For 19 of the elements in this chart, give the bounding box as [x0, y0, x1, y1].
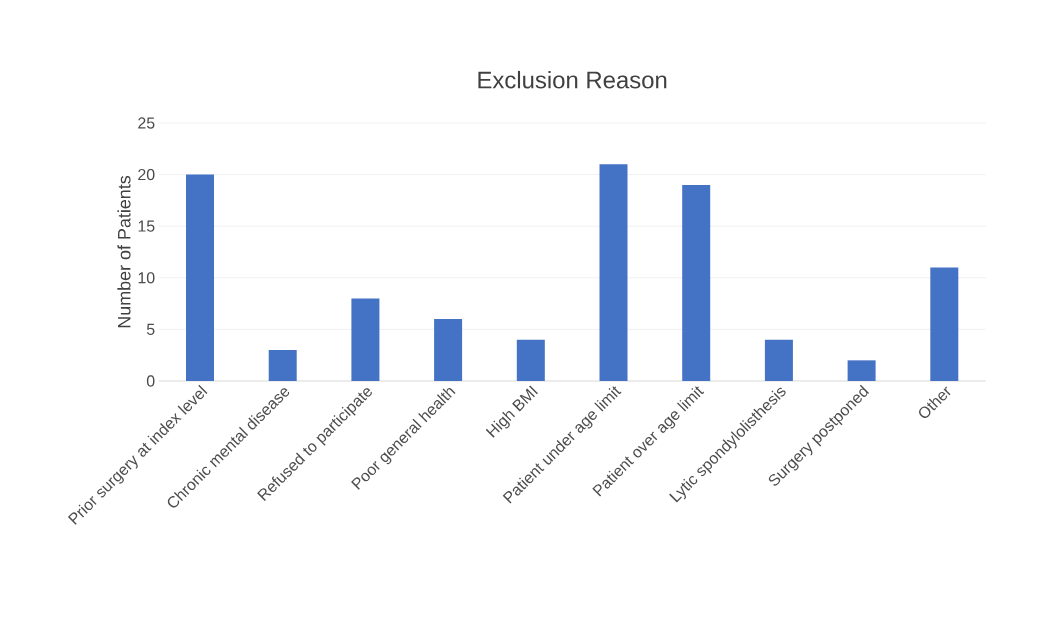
y-axis-title: Number of Patients	[117, 175, 131, 328]
bar	[516, 339, 545, 381]
bar	[930, 267, 959, 381]
bar	[764, 339, 793, 381]
y-tick-label: 0	[146, 375, 155, 387]
bar	[682, 184, 711, 381]
bar	[599, 164, 628, 381]
bar	[847, 360, 876, 381]
y-tick-label: 5	[146, 323, 155, 335]
bar	[434, 319, 463, 381]
y-tick-label: 10	[138, 272, 155, 284]
bar	[351, 298, 380, 381]
y-tick-label: 20	[138, 168, 155, 181]
x-tick-label: High BMI	[485, 385, 538, 438]
y-tick-label: 15	[138, 220, 155, 232]
y-tick-label: 25	[138, 117, 155, 129]
chart-title: Exclusion Reason	[478, 70, 667, 89]
bar	[268, 350, 297, 381]
bar	[186, 174, 215, 381]
